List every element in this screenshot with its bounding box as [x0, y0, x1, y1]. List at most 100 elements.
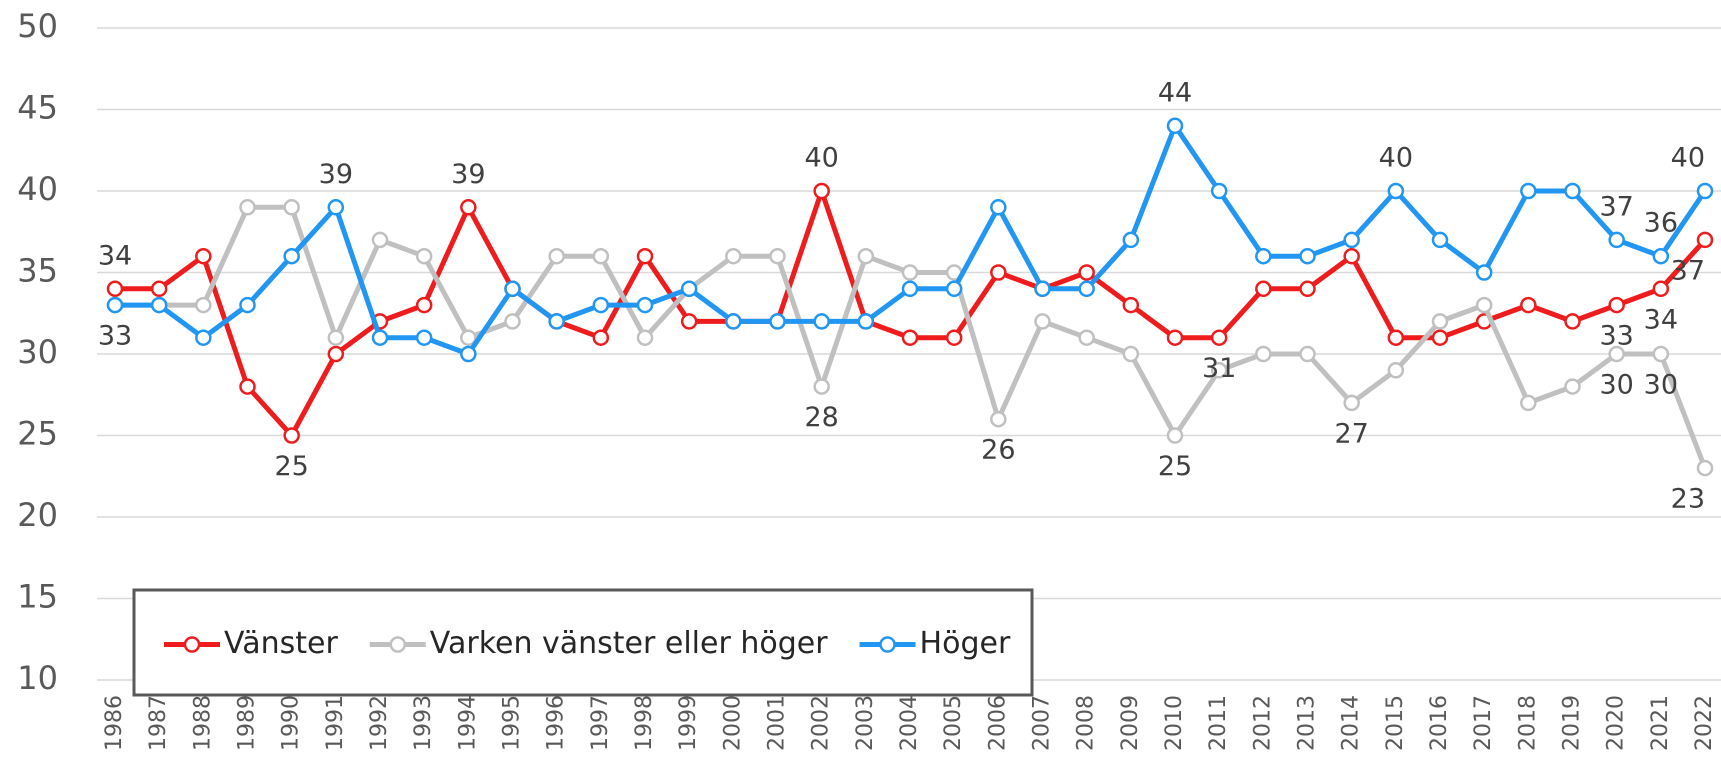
- point: [1520, 182, 1537, 200]
- point: [415, 296, 433, 314]
- point: [1564, 313, 1581, 330]
- point: [1564, 378, 1581, 395]
- x-tick-label: 2015: [1383, 695, 1408, 751]
- point: [769, 313, 786, 330]
- x-tick-label: 1994: [455, 695, 480, 751]
- point: [990, 410, 1007, 428]
- point: [1166, 329, 1184, 346]
- y-tick-label: 25: [17, 415, 58, 453]
- point: [1255, 345, 1272, 363]
- point: [1166, 427, 1184, 444]
- point: [1255, 280, 1272, 298]
- x-tick-label: 2008: [1074, 695, 1099, 751]
- point: [1387, 362, 1405, 379]
- x-tick-label: 2001: [765, 695, 790, 751]
- x-tick-label: 2003: [853, 695, 878, 751]
- point: [548, 247, 565, 265]
- point: [1431, 231, 1449, 249]
- point: [1343, 394, 1360, 412]
- legend-marker: [879, 636, 896, 653]
- x-tick-label: 2014: [1339, 695, 1364, 751]
- x-tick-label: 1999: [676, 695, 701, 751]
- point: [1078, 280, 1095, 298]
- point: [680, 313, 698, 330]
- y-tick-label: 10: [17, 659, 58, 697]
- point: [857, 247, 875, 265]
- x-tick-label: 1998: [632, 695, 657, 751]
- y-tick-label: 50: [17, 7, 58, 45]
- x-tick-label: 2002: [809, 695, 834, 751]
- x-tick-label: 2007: [1030, 695, 1055, 751]
- x-tick-label: 2018: [1515, 695, 1540, 751]
- data-label: 39: [451, 159, 485, 190]
- point: [636, 329, 654, 346]
- x-tick-label: 2019: [1560, 695, 1585, 751]
- point: [1166, 117, 1184, 135]
- y-tick-label: 45: [17, 89, 58, 127]
- point: [239, 296, 256, 314]
- point: [1608, 296, 1625, 314]
- data-label: 27: [1334, 418, 1368, 449]
- x-tick-label: 2009: [1118, 695, 1143, 751]
- point: [327, 199, 345, 216]
- data-label: 30: [1599, 370, 1633, 401]
- x-tick-label: 1996: [544, 695, 569, 751]
- point: [901, 264, 919, 281]
- data-label: 31: [1202, 353, 1236, 384]
- data-label: 26: [981, 435, 1015, 466]
- x-tick-label: 2017: [1471, 695, 1496, 751]
- point: [1343, 231, 1360, 249]
- point: [1210, 329, 1228, 346]
- point: [1520, 296, 1537, 314]
- point: [1608, 231, 1625, 249]
- x-tick-label: 1986: [102, 695, 127, 751]
- point: [283, 247, 300, 265]
- point: [680, 280, 698, 298]
- y-tick-label: 35: [17, 252, 58, 290]
- point: [1034, 280, 1051, 298]
- point: [769, 247, 786, 265]
- point: [1210, 182, 1228, 200]
- x-tick-label: 2004: [897, 695, 922, 751]
- point: [239, 199, 256, 216]
- data-label: 30: [1644, 370, 1678, 401]
- point: [725, 313, 742, 330]
- x-tick-label: 2006: [985, 695, 1010, 751]
- data-label: 37: [1599, 191, 1633, 222]
- point: [504, 313, 521, 330]
- point: [1122, 345, 1140, 363]
- point: [239, 378, 256, 395]
- point: [725, 247, 742, 265]
- point: [1564, 182, 1581, 200]
- x-tick-label: 1988: [190, 695, 215, 751]
- x-tick-label: 1997: [588, 695, 613, 751]
- point: [592, 296, 610, 314]
- point: [460, 329, 477, 346]
- point: [371, 329, 389, 346]
- data-label: 37: [1671, 255, 1705, 286]
- data-label: 44: [1158, 77, 1192, 108]
- data-label: 25: [1158, 451, 1192, 482]
- point: [1210, 362, 1228, 379]
- point: [371, 231, 389, 249]
- data-label: 40: [804, 143, 838, 174]
- data-label: 39: [319, 159, 353, 190]
- x-tick-label: 2022: [1692, 695, 1717, 751]
- point: [283, 427, 300, 444]
- x-tick-label: 2013: [1295, 695, 1320, 751]
- x-tick-label: 2005: [941, 695, 966, 751]
- x-tick-label: 2011: [1206, 695, 1231, 751]
- point: [195, 247, 212, 265]
- point: [460, 345, 477, 363]
- point: [106, 280, 124, 298]
- x-tick-label: 2010: [1162, 695, 1187, 751]
- point: [636, 296, 654, 314]
- x-tick-label: 1992: [367, 695, 392, 751]
- x-tick-label: 1993: [411, 695, 436, 751]
- data-label: 33: [98, 321, 132, 352]
- point: [1696, 459, 1714, 477]
- point: [1431, 313, 1449, 330]
- point: [1520, 394, 1537, 412]
- data-label: 28: [804, 402, 838, 433]
